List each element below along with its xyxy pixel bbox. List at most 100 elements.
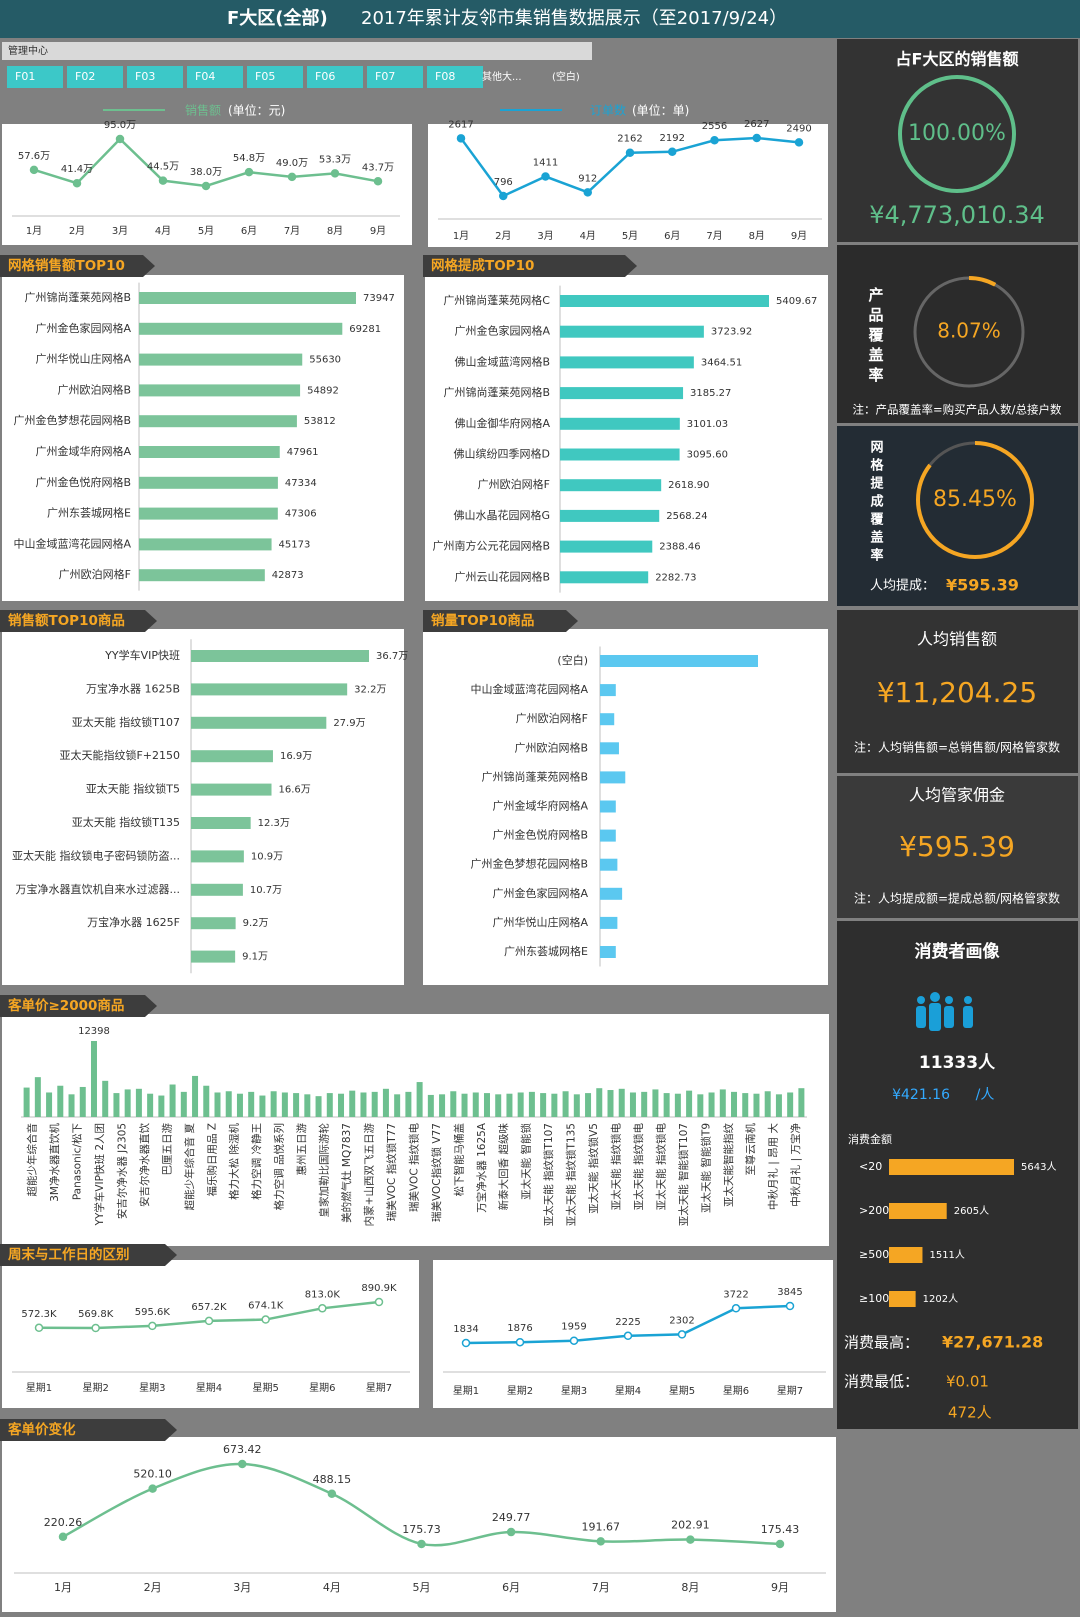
data-label: 2568.24 <box>666 511 707 522</box>
data-point <box>785 1301 795 1311</box>
bar <box>742 1093 749 1117</box>
filter-button-label[interactable]: F01 <box>15 70 35 83</box>
filter-button[interactable] <box>247 66 303 88</box>
x-tick-label: Panasonic/松下 <box>71 1123 84 1200</box>
bar <box>450 1091 457 1117</box>
gauge-value: 85.45% <box>933 487 1017 512</box>
data-label: 2490 <box>786 123 811 134</box>
bar <box>139 476 278 489</box>
kpi-panel <box>837 39 1078 242</box>
bar <box>139 322 343 335</box>
filter-button[interactable] <box>367 66 423 88</box>
x-tick-label: 星期7 <box>777 1385 803 1397</box>
data-point <box>238 1459 247 1469</box>
data-label: 3723.92 <box>711 327 752 338</box>
filter-button[interactable] <box>67 66 123 88</box>
extremes-min: ¥0.01 <box>946 1373 989 1391</box>
kpi-panel <box>837 610 1078 773</box>
data-label: 890.9K <box>361 1283 397 1294</box>
filter-more[interactable]: 其他大... <box>482 70 522 83</box>
bar <box>641 1091 648 1117</box>
bar <box>113 1093 120 1117</box>
consumer-avg: ¥421.16 <box>892 1087 950 1103</box>
icon-body <box>944 1006 954 1028</box>
section-title: 网格销售额TOP10 <box>8 257 125 274</box>
data-label: 95.0万 <box>104 120 136 131</box>
filter-button[interactable] <box>307 66 363 88</box>
data-point <box>583 188 592 197</box>
section-tag <box>0 255 155 277</box>
filter-button-label[interactable]: F05 <box>255 70 275 83</box>
bar <box>270 1091 277 1117</box>
data-label: 1411 <box>533 158 558 169</box>
category-label: 亚太天能指纹锁F+2150 <box>59 748 180 762</box>
category-label: 广州金色家园网格A <box>454 324 550 338</box>
category-label: (空白) <box>557 653 588 667</box>
x-tick-label: 2月 <box>495 230 511 242</box>
category-label: ≥1000 <box>859 1292 896 1305</box>
bar <box>753 1093 760 1117</box>
x-tick-label: 星期7 <box>366 1382 392 1394</box>
section-tag <box>0 1419 177 1441</box>
filter-button-label[interactable]: F06 <box>315 70 335 83</box>
x-tick-label: 亚太天能 指纹锁T107 <box>542 1123 555 1226</box>
filter-button[interactable] <box>427 66 483 88</box>
data-label: 220.26 <box>44 1516 83 1529</box>
data-label: 175.73 <box>402 1523 441 1536</box>
data-label: 55630 <box>309 355 341 366</box>
data-label: 796 <box>494 177 513 188</box>
x-tick-label: 瑞美VOC指纹锁 V77 <box>430 1123 443 1222</box>
data-label: 2617 <box>448 119 473 130</box>
filter-button[interactable] <box>127 66 183 88</box>
bar <box>600 713 615 726</box>
x-tick-label: 4月 <box>580 230 596 242</box>
x-tick-label: 2月 <box>144 1581 162 1594</box>
x-tick-label: 1月 <box>26 225 42 237</box>
filter-button-label[interactable]: F04 <box>195 70 215 83</box>
filter-button-label[interactable]: F02 <box>75 70 95 83</box>
filter-button-label[interactable]: F07 <box>375 70 395 83</box>
section-title: 销量TOP10商品 <box>431 612 534 629</box>
x-tick-label: 4月 <box>323 1581 341 1594</box>
bar <box>394 1094 401 1117</box>
data-label: 47334 <box>285 478 317 489</box>
bar <box>34 1077 41 1117</box>
bar <box>719 1089 726 1117</box>
data-point <box>731 1304 741 1313</box>
panel <box>2 1437 836 1612</box>
legend-unit: (单位：元) <box>228 103 285 118</box>
category-label: 广州锦尚蓬莱苑网格B <box>443 385 550 399</box>
data-label: 3095.60 <box>687 450 728 461</box>
filter-button-label[interactable]: F03 <box>135 70 155 83</box>
per-capita-sales-note: 注：人均销售额=总销售额/网格管家数 <box>854 740 1060 755</box>
data-point <box>34 1323 44 1333</box>
data-label: 813.0K <box>305 1289 341 1300</box>
kpi-panel <box>837 776 1078 918</box>
x-tick-label: 超能少年综合音 <box>26 1123 39 1197</box>
bar <box>517 1092 524 1117</box>
data-label: 912 <box>578 173 597 184</box>
bar <box>540 1093 547 1117</box>
x-tick-label: 星期5 <box>252 1382 278 1394</box>
x-tick-label: 9月 <box>370 225 386 237</box>
data-point <box>318 1304 327 1313</box>
data-label: 43.7万 <box>362 162 394 173</box>
filter-blank[interactable]: (空白) <box>552 70 580 83</box>
category-label: 广州锦尚蓬莱苑网格B <box>481 769 588 783</box>
data-label: 49.0万 <box>276 158 308 169</box>
filter-button-label[interactable]: F08 <box>435 70 455 83</box>
filter-button[interactable] <box>7 66 63 88</box>
category-label: 广州东荟城网格E <box>47 506 131 520</box>
category-label: 亚太天能 指纹锁T135 <box>72 815 180 829</box>
data-label: 1834 <box>453 1324 478 1335</box>
section-title: 销售额TOP10商品 <box>8 612 125 629</box>
data-point <box>625 148 635 157</box>
x-tick-label: 星期1 <box>453 1385 479 1397</box>
bar <box>600 858 618 871</box>
bar <box>191 683 348 696</box>
x-tick-label: 万宝净水器 1625A <box>475 1122 488 1213</box>
filter-button[interactable] <box>187 66 243 88</box>
x-tick-label: 4月 <box>155 225 171 237</box>
category-label: 广州欧泊网格B <box>57 382 131 396</box>
bar <box>57 1085 64 1117</box>
